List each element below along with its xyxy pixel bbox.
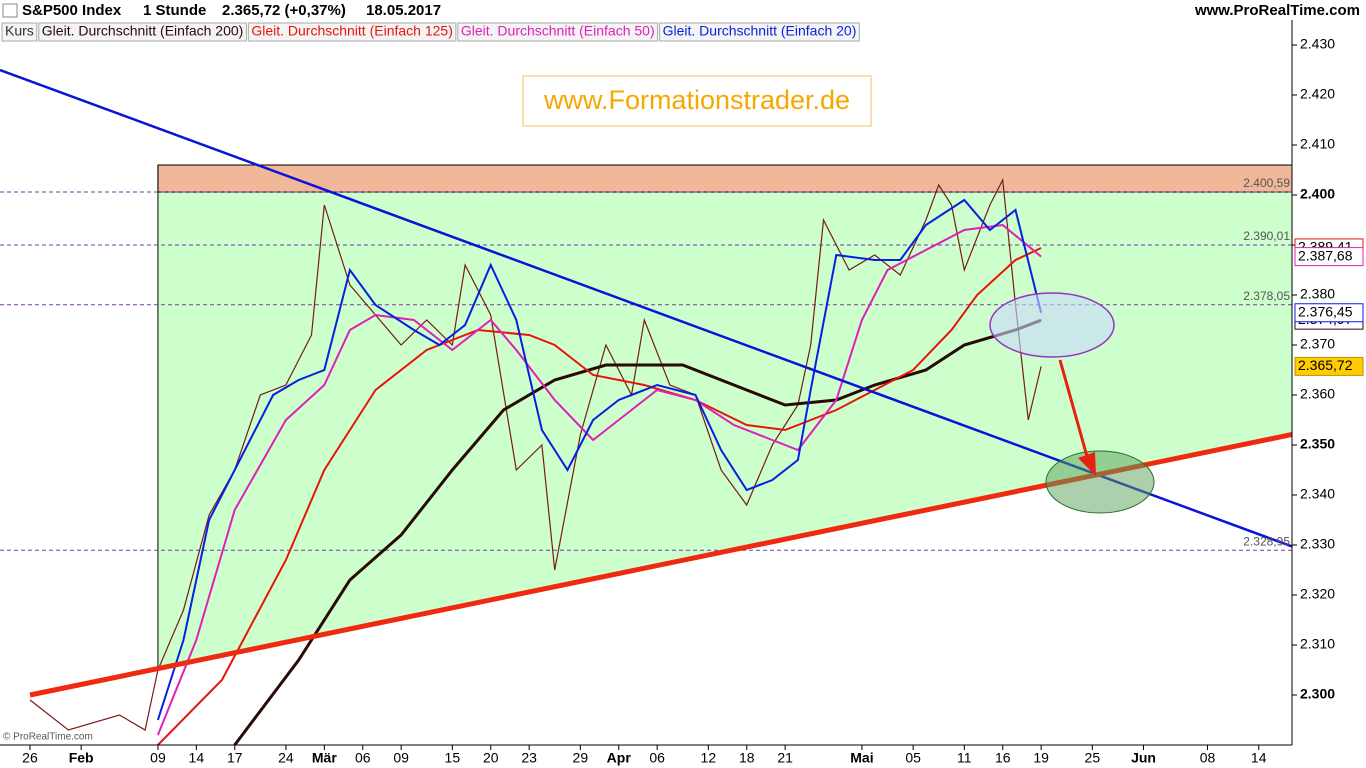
watermark: www.Formationstrader.de <box>543 85 850 115</box>
x-tick-label: 11 <box>957 750 972 766</box>
series-line <box>233 318 1042 745</box>
level-label: 2.328,95 <box>1243 534 1290 548</box>
end-label-box <box>1294 247 1364 267</box>
x-tick-label: 19 <box>1033 750 1049 766</box>
y-tick-label: 2.300 <box>1300 686 1335 702</box>
y-tick-label: 2.370 <box>1300 336 1335 352</box>
symbol: S&P500 Index <box>22 2 122 19</box>
x-tick-label: Feb <box>69 750 94 766</box>
end-label: 2.387,68 <box>1298 247 1353 263</box>
x-tick-label: 25 <box>1085 750 1101 766</box>
y-tick-label: 2.350 <box>1300 436 1335 452</box>
legend-box <box>659 22 860 42</box>
arrow-head <box>1078 452 1096 476</box>
x-tick-label: 06 <box>355 750 371 766</box>
icon <box>2 3 18 18</box>
x-tick-label: 14 <box>189 750 205 766</box>
y-tick-label: 2.430 <box>1300 36 1335 52</box>
x-tick-label: Apr <box>607 750 632 766</box>
x-tick-label: 21 <box>777 750 793 766</box>
y-tick-label: 2.400 <box>1300 186 1335 202</box>
legend-entry: Gleit. Durchschnitt (Einfach 125) <box>251 23 453 39</box>
x-tick-label: 16 <box>995 750 1011 766</box>
x-tick-label: Jun <box>1131 750 1156 766</box>
y-tick-label: 2.380 <box>1300 286 1335 302</box>
y-tick-label: 2.420 <box>1300 86 1335 102</box>
x-tick-label: 05 <box>905 750 921 766</box>
y-tick-label: 2.410 <box>1300 136 1335 152</box>
series-line <box>157 247 1042 745</box>
legend-entry: Gleit. Durchschnitt (Einfach 50) <box>461 23 655 39</box>
x-tick-label: 09 <box>150 750 166 766</box>
target-ellipse <box>1045 450 1155 514</box>
x-tick-label: 08 <box>1200 750 1216 766</box>
copyright: © ProRealTime.com <box>3 732 93 743</box>
legend: Kurs Gleit. Durchschnitt (Einfach 200) Gle… <box>1 22 860 42</box>
level-label: 2.400,59 <box>1243 176 1290 190</box>
x-tick-label: 09 <box>393 750 409 766</box>
x-tick-label: 14 <box>1251 750 1267 766</box>
y-tick-label: 2.330 <box>1300 536 1335 552</box>
y-tick-label: 2.340 <box>1300 486 1335 502</box>
series-line <box>156 223 1042 736</box>
watermark-box <box>522 75 872 127</box>
end-label: 2.376,45 <box>1298 303 1353 319</box>
series-line <box>29 177 1042 731</box>
x-tick-label: Mär <box>312 750 337 766</box>
quote: 2.365,72 (+0,37%) <box>222 2 346 19</box>
level-label: 2.378,05 <box>1243 289 1290 303</box>
x-tick-label: 23 <box>521 750 537 766</box>
site: www.ProRealTime.com <box>1194 2 1360 19</box>
highlight-ellipse <box>989 292 1115 358</box>
end-label: 2.365,72 <box>1298 357 1353 373</box>
x-tick-label: 24 <box>278 750 294 766</box>
x-tick-label: 15 <box>445 750 461 766</box>
x-tick-label: 12 <box>701 750 717 766</box>
legend-entry: Gleit. Durchschnitt (Einfach 200) <box>42 23 244 39</box>
legend-entry: Kurs <box>5 23 34 39</box>
legend-box <box>247 22 457 42</box>
x-tick-label: Mai <box>850 750 873 766</box>
x-tick-label: 17 <box>227 750 243 766</box>
y-tick-label: 2.310 <box>1300 636 1335 652</box>
legend-box <box>457 22 659 42</box>
date: 18.05.2017 <box>366 2 441 19</box>
legend-box <box>38 22 247 42</box>
x-tick-label: 06 <box>649 750 665 766</box>
header-bar <box>0 0 1366 20</box>
legend-box <box>1 22 38 42</box>
level-label: 2.390,01 <box>1243 229 1290 243</box>
x-tick-label: 26 <box>22 750 38 766</box>
y-tick-label: 2.320 <box>1300 586 1335 602</box>
x-tick-label: 20 <box>483 750 499 766</box>
end-label-box <box>1294 356 1364 376</box>
end-label-box <box>1294 303 1364 323</box>
interval: 1 Stunde <box>143 2 206 19</box>
legend-entry: Gleit. Durchschnitt (Einfach 20) <box>663 23 857 39</box>
arrow <box>1058 359 1090 461</box>
resistance-zone <box>157 164 1292 193</box>
y-tick-label: 2.360 <box>1300 386 1335 402</box>
x-tick-label: 18 <box>739 750 755 766</box>
series-line <box>156 198 1043 721</box>
x-tick-label: 29 <box>573 750 589 766</box>
